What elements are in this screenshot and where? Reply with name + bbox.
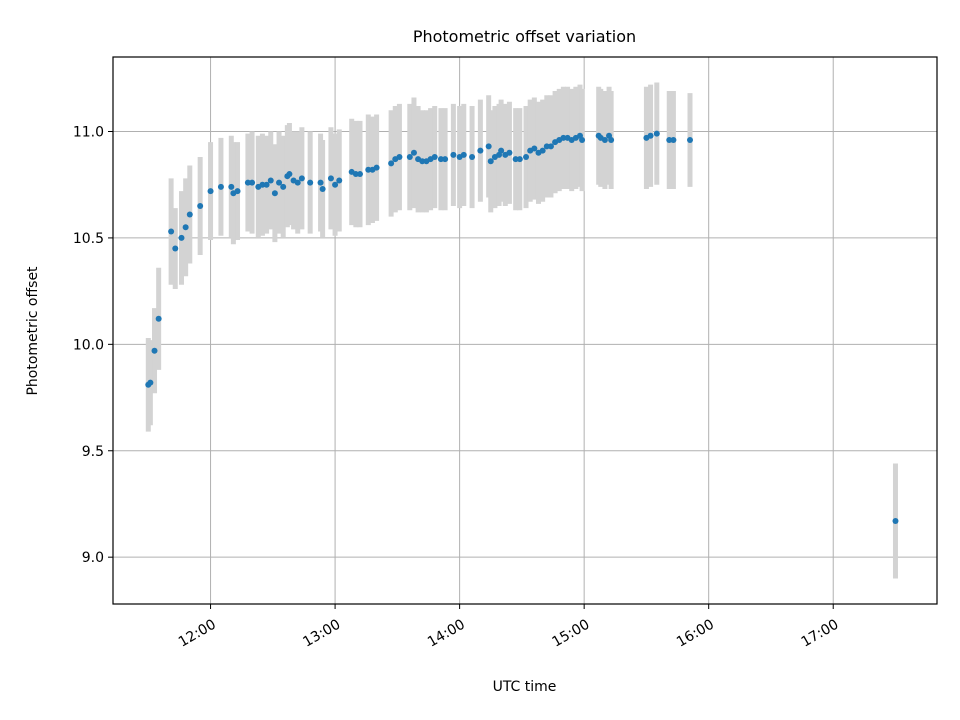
- data-point: [172, 245, 179, 252]
- data-point: [506, 149, 513, 156]
- data-point: [249, 179, 256, 186]
- data-point: [608, 137, 615, 144]
- data-point: [406, 154, 413, 161]
- data-point: [437, 156, 444, 163]
- data-point: [147, 379, 154, 386]
- data-point: [477, 147, 484, 154]
- data-point: [336, 177, 343, 184]
- data-point: [547, 143, 554, 150]
- data-point: [539, 147, 546, 154]
- data-point: [168, 228, 175, 235]
- data-point: [178, 234, 185, 241]
- data-point: [228, 183, 235, 190]
- data-point: [410, 149, 417, 156]
- data-point: [276, 179, 283, 186]
- y-axis-ticks: 9.0 9.5 10.0 10.5 11.0: [73, 124, 113, 566]
- data-point: [217, 183, 224, 190]
- data-point: [469, 154, 476, 161]
- data-point: [294, 179, 301, 186]
- data-point: [543, 143, 550, 150]
- plot-frame: [112, 56, 938, 605]
- data-point: [442, 156, 449, 163]
- y-tick-label: 9.5: [82, 444, 104, 460]
- data-point: [263, 181, 270, 188]
- data-point: [892, 517, 899, 524]
- data-point: [327, 175, 334, 182]
- data-point: [207, 188, 214, 195]
- data-point: [234, 188, 241, 195]
- data-point: [487, 158, 494, 165]
- data-point: [356, 171, 363, 178]
- data-point: [319, 185, 326, 192]
- data-point: [419, 158, 426, 165]
- data-point: [259, 181, 266, 188]
- data-point: [670, 137, 677, 144]
- y-tick-label: 10.5: [73, 231, 104, 247]
- data-point: [516, 156, 523, 163]
- data-point: [647, 132, 654, 139]
- data-point: [151, 347, 158, 354]
- data-point: [450, 151, 457, 158]
- data-point: [307, 179, 314, 186]
- data-point: [431, 154, 438, 161]
- data-point: [280, 183, 287, 190]
- data-point: [523, 154, 530, 161]
- data-point: [197, 202, 204, 209]
- data-point: [182, 224, 189, 231]
- data-point: [396, 154, 403, 161]
- data-point: [687, 137, 694, 144]
- data-point: [560, 134, 567, 141]
- data-point: [365, 166, 372, 173]
- data-point: [485, 143, 492, 150]
- data-point: [601, 137, 608, 144]
- y-tick-label: 10.0: [73, 337, 104, 353]
- data-point: [271, 190, 278, 197]
- data-point: [244, 179, 251, 186]
- data-point: [286, 171, 293, 178]
- data-point: [317, 179, 324, 186]
- data-point: [512, 156, 519, 163]
- chart-title: Photometric offset variation: [413, 27, 636, 46]
- data-point: [460, 151, 467, 158]
- data-point: [579, 137, 586, 144]
- x-axis-label: UTC time: [493, 679, 557, 695]
- data-point: [388, 160, 395, 167]
- data-point: [155, 315, 162, 322]
- data-point: [267, 177, 274, 184]
- y-axis-label: Photometric offset: [25, 266, 41, 396]
- data-point: [373, 164, 380, 171]
- y-tick-label: 11.0: [73, 124, 104, 140]
- data-points: [145, 130, 899, 524]
- data-point: [653, 130, 660, 137]
- data-point: [298, 175, 305, 182]
- data-point: [352, 171, 359, 178]
- data-point: [332, 181, 339, 188]
- data-point: [666, 137, 673, 144]
- y-tick-label: 9.0: [82, 550, 104, 566]
- data-point: [498, 147, 505, 154]
- data-point: [186, 211, 193, 218]
- data-point: [531, 145, 538, 152]
